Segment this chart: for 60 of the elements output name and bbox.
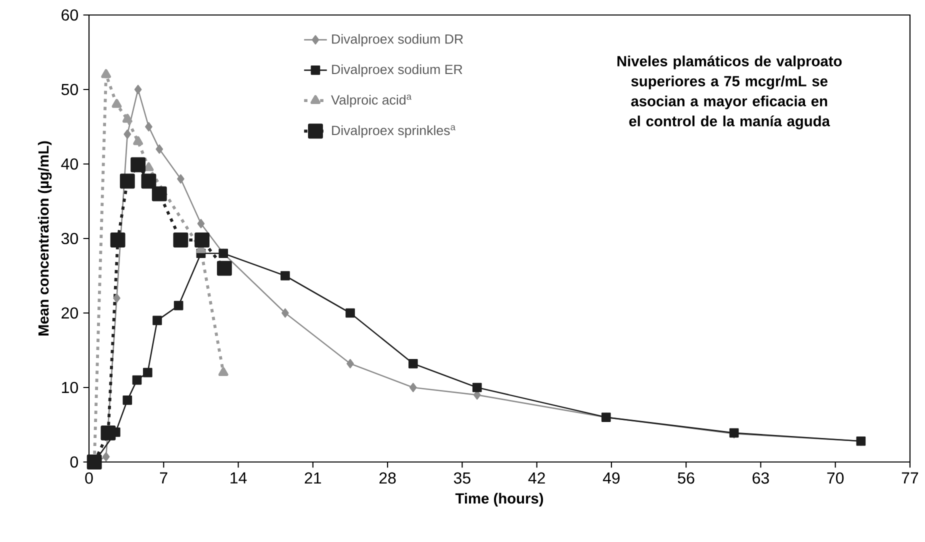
point xyxy=(280,271,290,280)
y-tick-label: 50 xyxy=(61,84,78,96)
x-tick-label: 49 xyxy=(602,472,620,484)
legend-label: Divalproex sprinkles$^{a}$ xyxy=(332,125,456,138)
point xyxy=(113,293,120,303)
x-tick-label: 77 xyxy=(902,472,918,484)
x-axis-title: Time (hours) xyxy=(455,492,544,507)
y-tick-label: 60 xyxy=(62,9,78,21)
point xyxy=(120,174,135,189)
point xyxy=(409,382,417,392)
point xyxy=(133,136,143,146)
point xyxy=(122,395,132,405)
point xyxy=(194,232,210,248)
point xyxy=(282,308,289,318)
point xyxy=(156,144,164,154)
point xyxy=(145,122,152,132)
point xyxy=(173,232,188,248)
point xyxy=(142,368,152,378)
x-tick-label: 28 xyxy=(379,472,396,484)
x-tick-label: 14 xyxy=(230,472,247,484)
point xyxy=(124,130,132,139)
point xyxy=(197,218,205,228)
point xyxy=(100,425,116,440)
x-tick-label: 63 xyxy=(752,472,769,484)
point xyxy=(346,358,354,368)
x-tick-label: 0 xyxy=(85,472,93,484)
legend-label: Divalproex sodium ER xyxy=(332,64,462,77)
point xyxy=(130,157,146,172)
point xyxy=(112,98,122,108)
y-tick-label: 0 xyxy=(70,456,78,468)
x-tick-label: 35 xyxy=(454,472,470,484)
point xyxy=(408,358,418,368)
y-tick-label: 30 xyxy=(61,232,78,244)
x-tick-label: 70 xyxy=(827,472,844,484)
point xyxy=(216,260,232,276)
point xyxy=(152,316,162,326)
legend-label: Valproic acid$^{a}$ xyxy=(331,94,412,108)
y-tick-label: 10 xyxy=(62,382,78,394)
point xyxy=(132,375,142,385)
annotation: Niveles plamáticos de valproato superiores a 75 mcgr/mL se asocian a mayor eficacia en el control de la manía aguda xyxy=(617,55,842,130)
legend-label: Divalproex sodium DR xyxy=(332,34,463,46)
point xyxy=(101,69,111,78)
point xyxy=(110,232,126,248)
point xyxy=(134,84,142,94)
point xyxy=(472,382,482,392)
y-tick-label: 40 xyxy=(61,158,78,170)
x-tick-label: 56 xyxy=(678,472,694,484)
point xyxy=(122,114,132,123)
point xyxy=(102,452,110,462)
point xyxy=(218,367,228,376)
point xyxy=(174,300,184,310)
x-tick-label: 42 xyxy=(528,472,545,484)
point xyxy=(141,174,156,189)
x-tick-label: 7 xyxy=(160,472,168,484)
x-tick-label: 21 xyxy=(304,472,322,484)
point xyxy=(177,174,184,184)
point xyxy=(346,308,355,318)
y-tick-label: 20 xyxy=(62,307,78,319)
y-axis-title: Mean concentration (µg/mL) xyxy=(38,141,52,336)
point xyxy=(152,186,167,202)
